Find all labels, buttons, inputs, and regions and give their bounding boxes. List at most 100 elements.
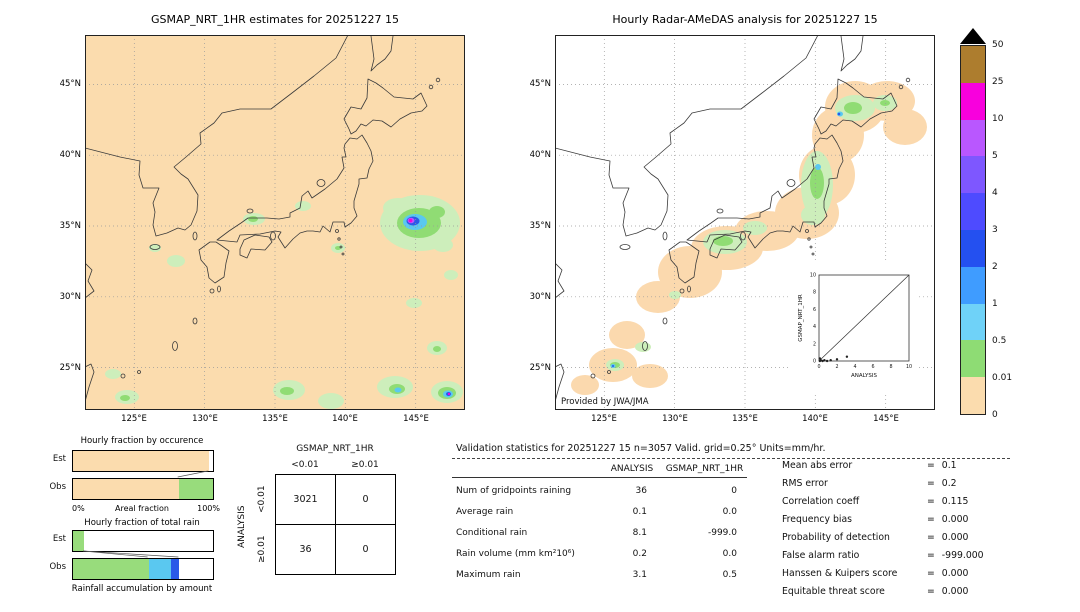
colorbar-tick: 5 (992, 151, 998, 161)
colorbar-tick: 3 (992, 225, 998, 235)
contingency-row-header: ≥0.01 (257, 535, 267, 563)
inset-x-label: ANALYSIS (851, 373, 877, 379)
lat-tick: 45°N (529, 79, 551, 89)
summary-stat-value: 0.1 (941, 460, 957, 471)
summary-stat-label: RMS error (782, 478, 828, 489)
occurrence-est-bar (72, 450, 214, 472)
lon-tick: 140°E (802, 414, 828, 424)
lon-tick: 140°E (332, 414, 358, 424)
summary-stat-label: Hanssen & Kuipers score (782, 568, 898, 579)
summary-stat-label: False alarm ratio (782, 550, 860, 561)
colorbar-tick: 25 (992, 77, 1004, 87)
equals-sign: = (927, 460, 935, 471)
summary-stat-label: Correlation coeff (782, 496, 860, 507)
stat-label: Rain volume (mm km²10⁶) (456, 549, 575, 559)
summary-stat-value: 0.2 (941, 478, 957, 489)
colorbar-overflow-triangle (960, 28, 986, 44)
areal-fraction-max: 100% (197, 504, 220, 513)
colorbar (960, 45, 986, 415)
contingency-col-header: ≥0.01 (351, 460, 379, 470)
fraction-charts: Hourly fraction by occurence Est Obs 0% … (40, 434, 270, 604)
summary-stat-row: Correlation coeff = 0.115 (782, 496, 968, 507)
left-map (84, 34, 466, 414)
left-map-title: GSMAP_NRT_1HR estimates for 20251227 15 (150, 13, 400, 26)
occurrence-obs-bar (72, 478, 214, 500)
inset-y-tick: 0 (813, 359, 816, 365)
lat-tick: 35°N (529, 221, 551, 231)
equals-sign: = (927, 532, 935, 543)
stat-gsmap-value: -999.0 (707, 528, 737, 538)
summary-stat-value: 0.000 (941, 586, 969, 597)
totalrain-obs-bar (72, 558, 214, 580)
inset-y-tick: 4 (813, 324, 816, 330)
inset-x-tick: 10 (906, 364, 912, 370)
occurrence-chart-title: Hourly fraction by occurence (80, 436, 204, 446)
equals-sign: = (927, 586, 935, 597)
colorbar-tick: 1 (992, 299, 998, 309)
stat-label: Average rain (456, 507, 514, 517)
areal-fraction-min: 0% (72, 504, 85, 513)
dashed-separator (452, 458, 1010, 459)
equals-sign: = (927, 514, 935, 525)
summary-stat-label: Equitable threat score (782, 586, 885, 597)
lon-tick: 145°E (403, 414, 429, 424)
inset-y-tick: 10 (810, 273, 816, 279)
contingency-row-header: <0.01 (257, 485, 267, 513)
stat-label: Maximum rain (456, 570, 521, 580)
lon-tick: 125°E (121, 414, 147, 424)
summary-stat-label: Frequency bias (782, 514, 853, 525)
stat-analysis-value: 36 (635, 486, 647, 496)
summary-stat-value: -999.000 (941, 550, 984, 561)
inset-points (818, 355, 849, 363)
summary-stat-row: Equitable threat score = 0.000 (782, 586, 968, 597)
summary-stat-value: 0.000 (941, 568, 969, 579)
lat-tick: 40°N (529, 150, 551, 160)
stat-label: Conditional rain (456, 528, 528, 538)
lat-tick: 45°N (59, 79, 81, 89)
inset-y-tick: 2 (813, 341, 816, 347)
totalrain-chart-title: Hourly fraction of total rain (84, 518, 200, 528)
validation-row: Average rain 0.1 0.0 (452, 507, 747, 527)
stat-gsmap-value: 0 (731, 486, 737, 496)
validation-col-header: GSMAP_NRT_1HR (665, 464, 744, 474)
stat-gsmap-value: 0.0 (722, 549, 737, 559)
stat-label: Num of gridpoints raining (456, 486, 572, 496)
inset-x-tick: 6 (871, 364, 874, 370)
summary-stat-label: Mean abs error (782, 460, 853, 471)
contingency-cell: 0 (336, 525, 396, 575)
stat-analysis-value: 3.1 (632, 570, 647, 580)
totalrain-axis-label: Rainfall accumulation by amount (71, 584, 213, 594)
totalrain-est-bar (72, 530, 214, 552)
summary-stat-row: False alarm ratio = -999.000 (782, 550, 984, 561)
equals-sign: = (927, 496, 935, 507)
inset-x-tick: 0 (817, 364, 820, 370)
contingency-row-axis: ANALYSIS (237, 505, 247, 549)
contingency-title: GSMAP_NRT_1HR (296, 444, 374, 454)
lon-tick: 135°E (732, 414, 758, 424)
inset-x-tick: 8 (889, 364, 892, 370)
lon-tick: 135°E (262, 414, 288, 424)
colorbar-tick: 10 (992, 114, 1004, 124)
inset-y-label: GSMAP_NRT_1HR (798, 294, 804, 342)
lon-tick: 145°E (873, 414, 899, 424)
stat-analysis-value: 0.1 (632, 507, 647, 517)
est-label: Est (52, 534, 66, 544)
contingency-table: GSMAP_NRT_1HR <0.01 ≥0.01 ANALYSIS <0.01… (235, 440, 405, 600)
obs-label: Obs (49, 482, 66, 492)
right-map-title: Hourly Radar-AMeDAS analysis for 2025122… (612, 13, 878, 26)
summary-stat-row: Hanssen & Kuipers score = 0.000 (782, 568, 968, 579)
validation-row: Conditional rain 8.1 -999.0 (452, 528, 747, 548)
right-map-border (555, 35, 935, 410)
summary-stat-row: Mean abs error = 0.1 (782, 460, 957, 471)
colorbar-tick: 0 (992, 410, 998, 420)
validation-row: Num of gridpoints raining 36 0 (452, 486, 747, 506)
obs-label: Obs (49, 562, 66, 572)
equals-sign: = (927, 568, 935, 579)
summary-stat-value: 0.000 (941, 532, 969, 543)
stat-analysis-value: 8.1 (632, 528, 647, 538)
validation-stats: Validation statistics for 20251227 15 n=… (452, 440, 1077, 612)
est-label: Est (52, 454, 66, 464)
summary-stat-value: 0.000 (941, 514, 969, 525)
lat-tick: 40°N (59, 150, 81, 160)
